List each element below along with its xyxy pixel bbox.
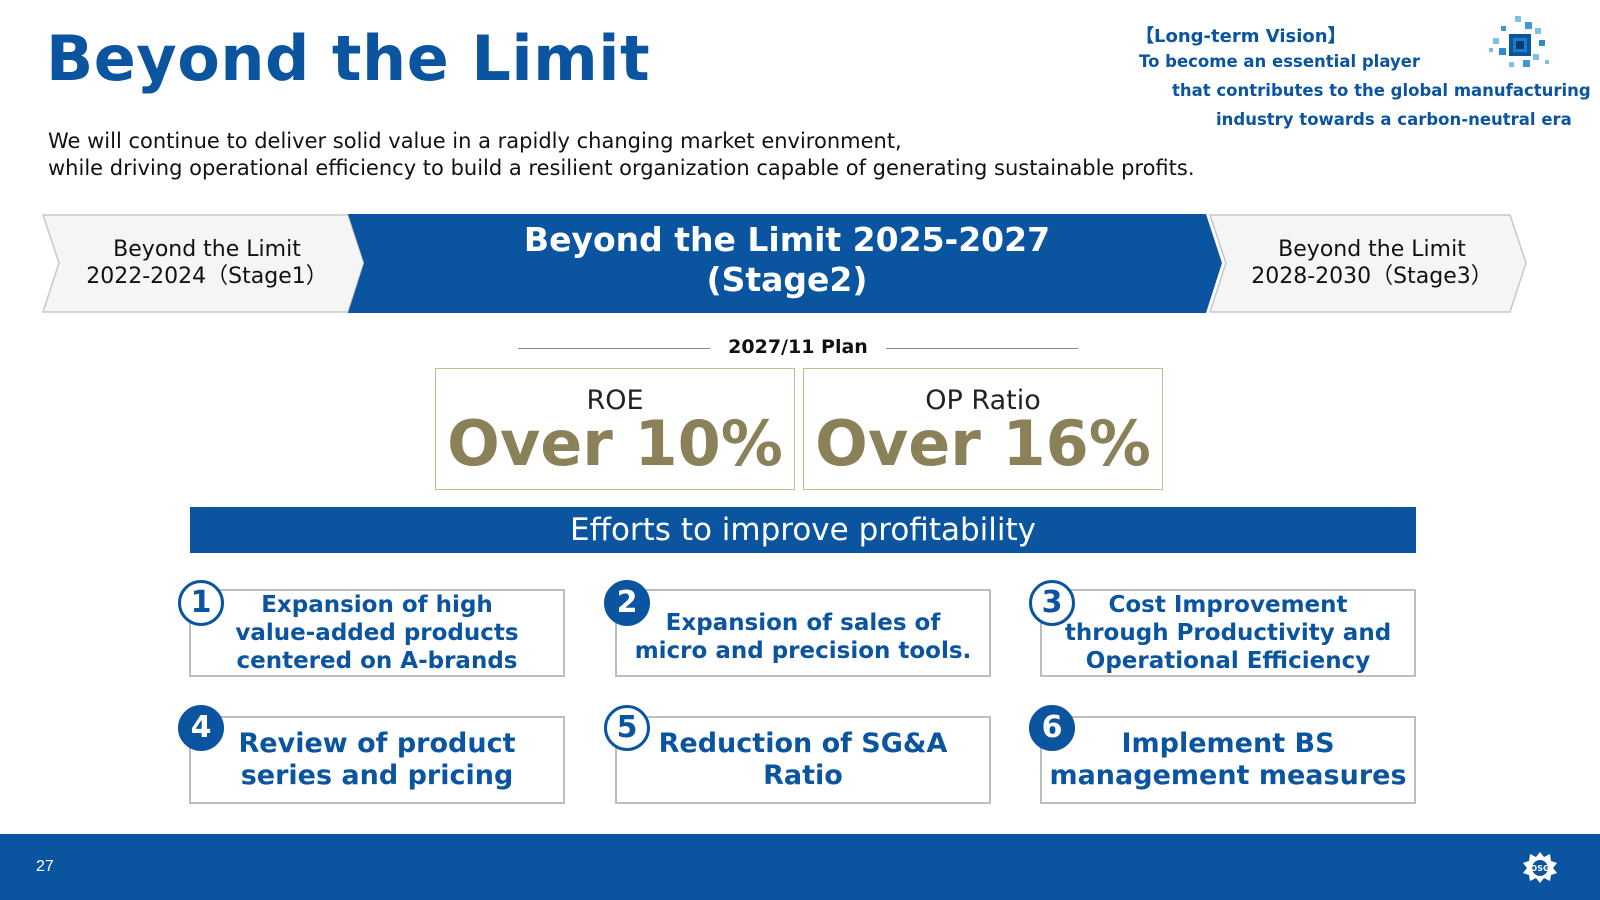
stage1-line-1: Beyond the Limit bbox=[113, 237, 301, 262]
footer-bar bbox=[0, 834, 1600, 900]
effort-badge-6: 6 bbox=[1029, 705, 1075, 751]
stage-roadmap: Beyond the Limit 2022-2024（Stage1） Beyon… bbox=[42, 214, 1558, 314]
effort-card-6: Implement BS management measures bbox=[1040, 716, 1416, 804]
osg-company-logo: OSG bbox=[1523, 852, 1557, 883]
effort-1-line-2: value-added products bbox=[235, 620, 519, 646]
kpi-label: OP Ratio bbox=[925, 385, 1041, 416]
stage2-label: Beyond the Limit 2025-2027 (Stage2) bbox=[372, 220, 1202, 300]
stage2-arrow bbox=[348, 214, 1222, 313]
effort-3-line-1: Cost Improvement bbox=[1108, 592, 1348, 618]
effort-badge-3: 3 bbox=[1029, 580, 1075, 626]
effort-5-line-1: Reduction of SG&A bbox=[658, 728, 948, 759]
kpi-value: Over 10% bbox=[447, 407, 783, 480]
plan-divider-right bbox=[886, 348, 1078, 349]
effort-badge-2: 2 bbox=[604, 580, 650, 626]
effort-card-2: Expansion of sales of micro and precision… bbox=[615, 589, 991, 677]
page-title: Beyond the Limit bbox=[46, 22, 651, 95]
effort-card-5: Reduction of SG&A Ratio bbox=[615, 716, 991, 804]
roadmap-arrows bbox=[42, 214, 1527, 313]
page-number: 27 bbox=[36, 858, 54, 875]
plan-divider-left bbox=[518, 348, 710, 349]
stage1-arrow bbox=[42, 214, 365, 313]
vision-line-1: To become an essential player bbox=[1139, 52, 1421, 71]
effort-3-line-3: Operational Efficiency bbox=[1085, 648, 1371, 674]
effort-1-line-1: Expansion of high bbox=[261, 592, 493, 618]
vision-heading: 【Long-term Vision】 bbox=[1136, 26, 1346, 47]
long-term-vision: 【Long-term Vision】 To become an essentia… bbox=[1136, 20, 1591, 140]
effort-badge-1: 1 bbox=[178, 580, 224, 626]
effort-1-line-3: centered on A-brands bbox=[236, 648, 518, 674]
stage1-line-2: 2022-2024（Stage1） bbox=[86, 264, 328, 289]
stage1-label: Beyond the Limit 2022-2024（Stage1） bbox=[62, 236, 352, 290]
effort-badge-5: 5 bbox=[604, 705, 650, 751]
effort-badge-4: 4 bbox=[178, 705, 224, 751]
effort-2-line-2: micro and precision tools. bbox=[634, 638, 972, 664]
kpi-value: Over 16% bbox=[815, 407, 1151, 480]
stage3-line-2: 2028-2030（Stage3） bbox=[1251, 264, 1493, 289]
kpi-box-op-ratio: OP Ratio Over 16% bbox=[803, 368, 1163, 490]
effort-6-line-2: management measures bbox=[1049, 760, 1407, 791]
subtitle-line-1: We will continue to deliver solid value … bbox=[48, 129, 902, 153]
cube-network-icon bbox=[1489, 16, 1549, 67]
effort-2-line-1: Expansion of sales of bbox=[665, 610, 941, 636]
stage2-line-2: (Stage2) bbox=[706, 260, 868, 299]
plan-label: 2027/11 Plan bbox=[728, 336, 868, 358]
effort-card-4: Review of product series and pricing bbox=[189, 716, 565, 804]
vision-line-2: that contributes to the global manufactu… bbox=[1172, 81, 1591, 100]
subtitle-line-2: while driving operational efficiency to … bbox=[48, 156, 1195, 180]
stage2-line-1: Beyond the Limit 2025-2027 bbox=[523, 220, 1051, 259]
stage3-arrow bbox=[1208, 214, 1527, 313]
effort-card-1: Expansion of high value-added products cen… bbox=[189, 589, 565, 677]
effort-3-line-2: through Productivity and bbox=[1064, 620, 1392, 646]
page-subtitle: We will continue to deliver solid value … bbox=[48, 128, 1195, 182]
plan-header: 2027/11 Plan bbox=[518, 336, 1078, 360]
effort-6-line-1: Implement BS bbox=[1121, 728, 1335, 759]
stage3-label: Beyond the Limit 2028-2030（Stage3） bbox=[1230, 236, 1514, 290]
svg-text:OSG: OSG bbox=[1530, 864, 1549, 873]
effort-4-line-1: Review of product bbox=[238, 728, 516, 759]
effort-4-line-2: series and pricing bbox=[240, 760, 514, 791]
vision-line-3: industry towards a carbon-neutral era bbox=[1216, 110, 1572, 129]
effort-card-3: Cost Improvement through Productivity and… bbox=[1040, 589, 1416, 677]
kpi-label: ROE bbox=[586, 385, 644, 416]
kpi-box-roe: ROE Over 10% bbox=[435, 368, 795, 490]
stage3-line-1: Beyond the Limit bbox=[1278, 237, 1466, 262]
effort-5-line-2: Ratio bbox=[763, 760, 843, 791]
efforts-heading: Efforts to improve profitability bbox=[190, 507, 1416, 553]
